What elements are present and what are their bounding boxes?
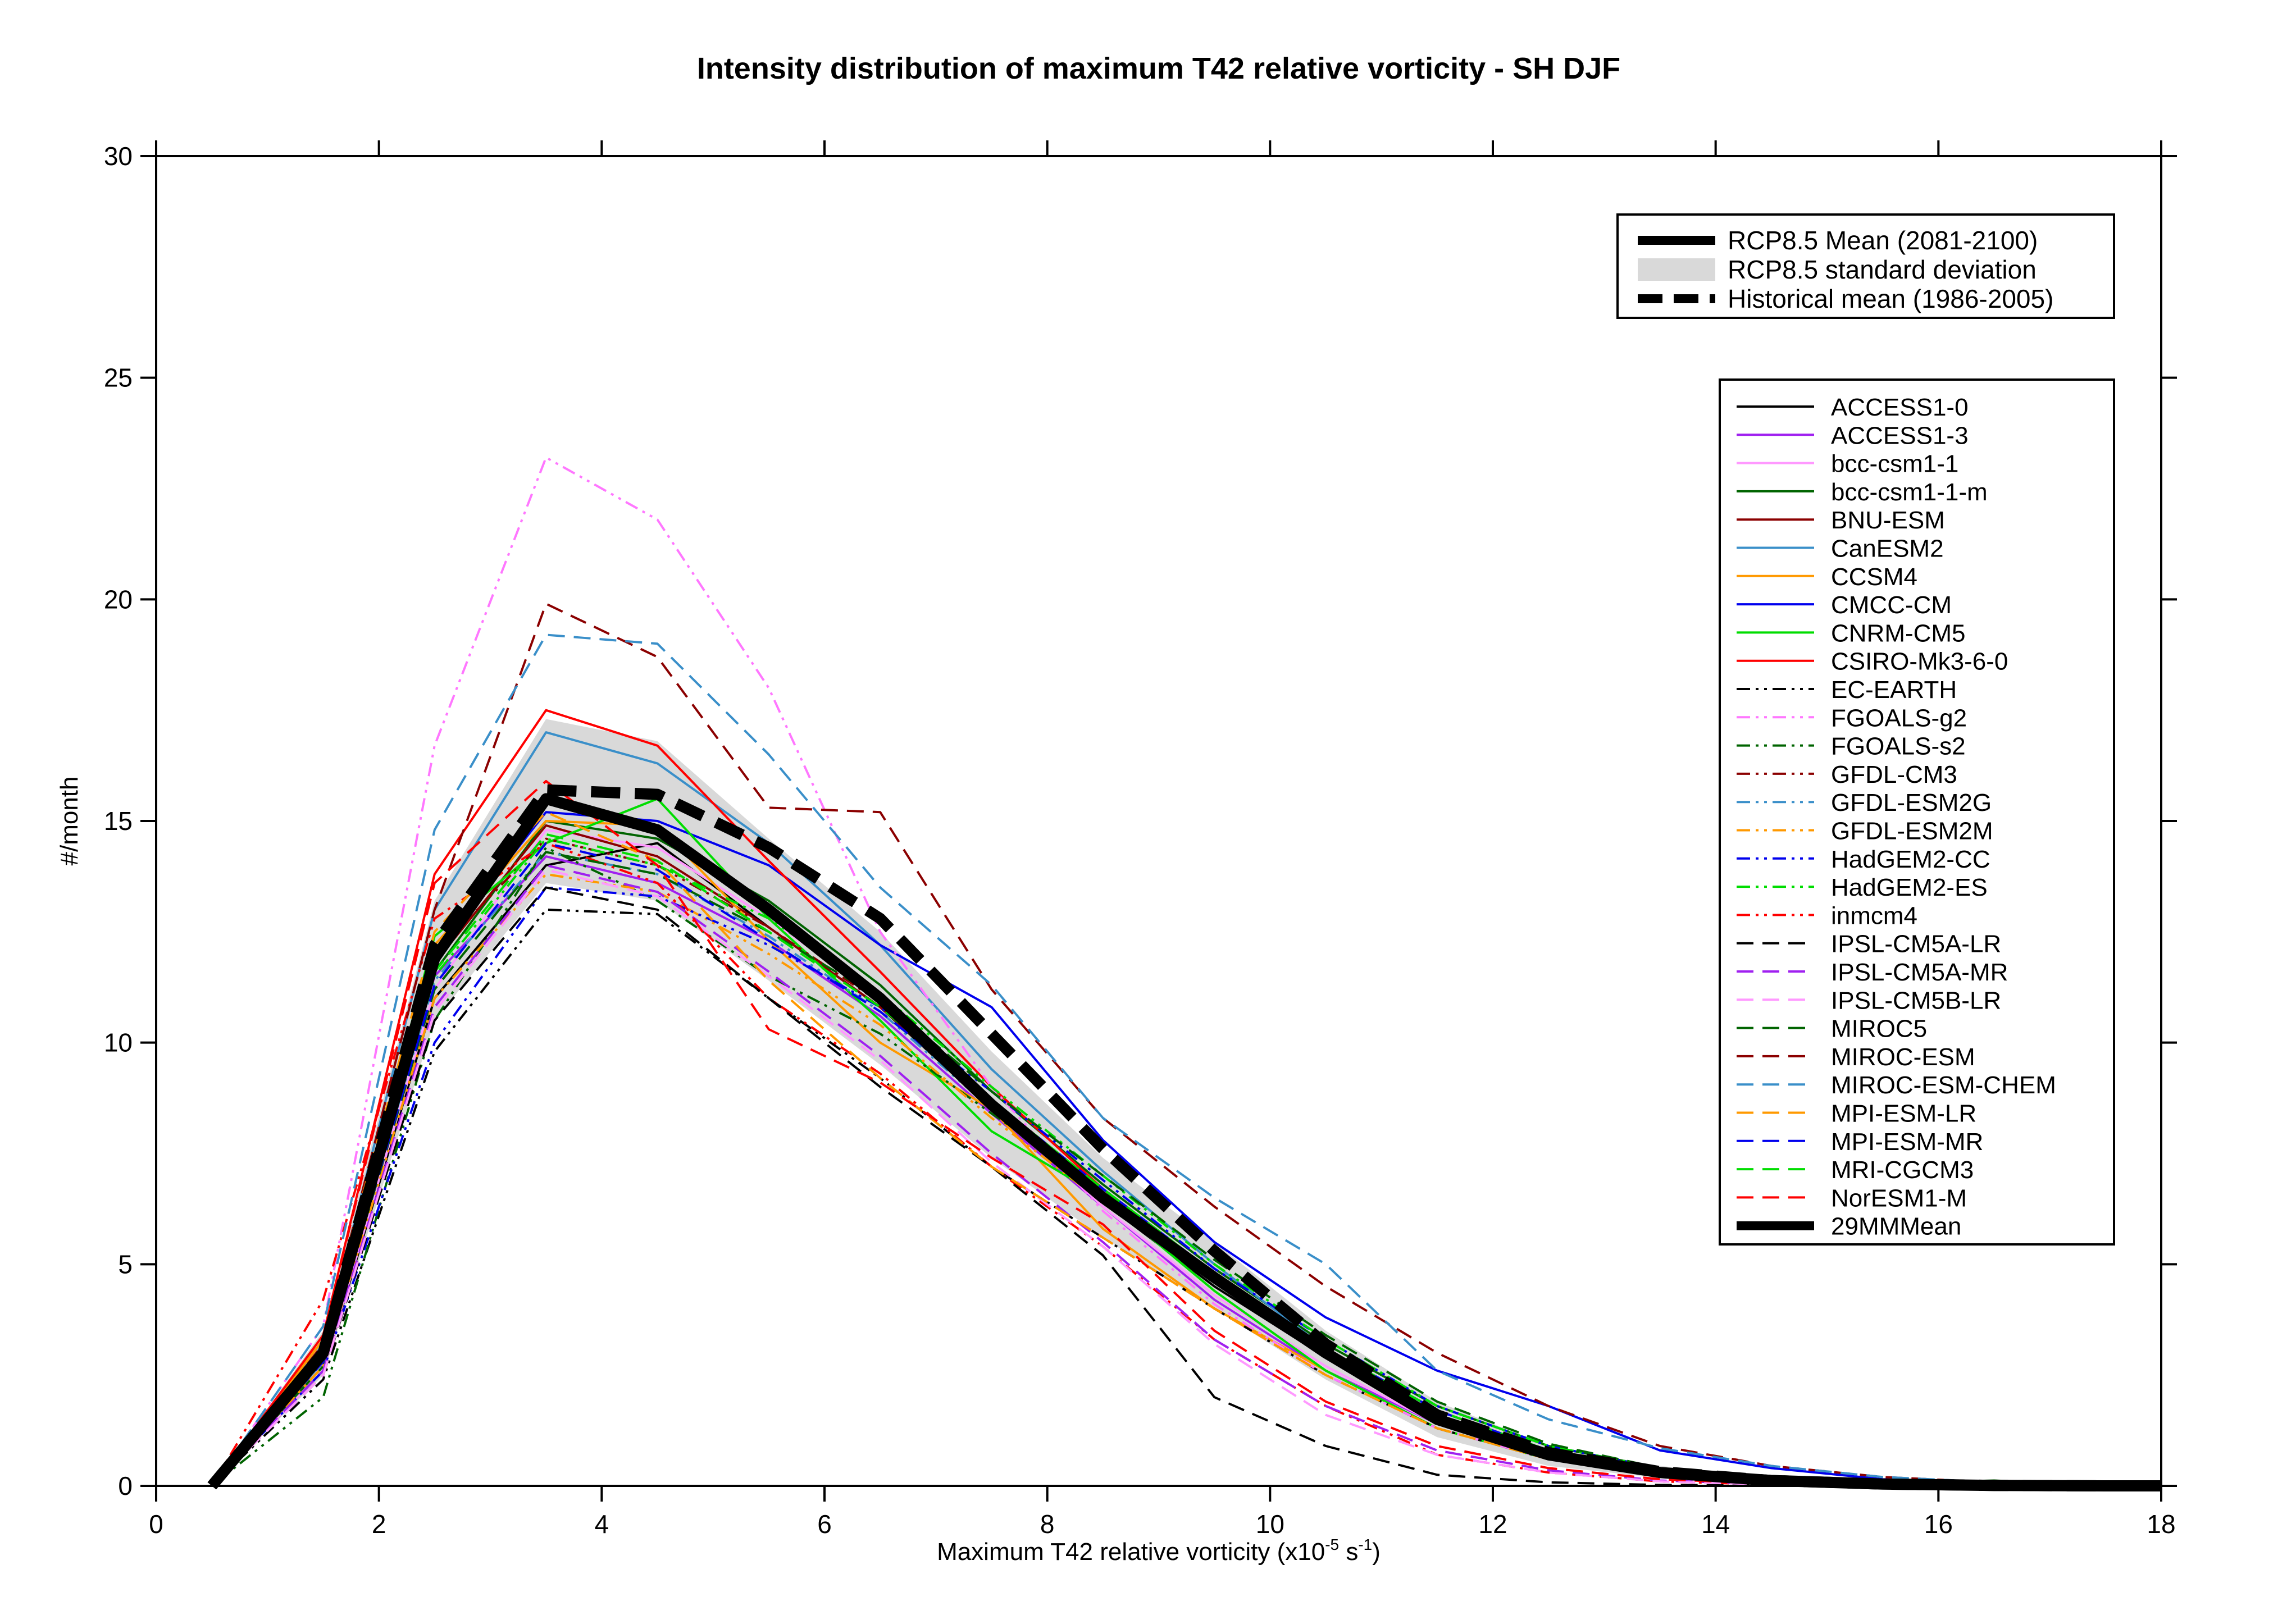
series-line-23 xyxy=(211,603,2162,1487)
x-axis-label-sup1: -5 xyxy=(1325,1536,1339,1553)
legend-label-29: 29MMMean xyxy=(1831,1213,1961,1240)
mean-layer xyxy=(207,784,2161,1491)
legend-label-12: FGOALS-s2 xyxy=(1831,733,1966,760)
series-line-11 xyxy=(211,456,2161,1487)
legend-label-1: ACCESS1-3 xyxy=(1831,422,1969,449)
x-tick-label-9: 18 xyxy=(2147,1509,2175,1539)
legend-label-2: bcc-csm1-1 xyxy=(1831,450,1958,478)
legend-label-17: HadGEM2-ES xyxy=(1831,874,1988,901)
y-axis-label: #/month xyxy=(56,777,83,866)
legend-label-5: CanESM2 xyxy=(1831,535,1944,563)
legend-label-23: MIROC-ESM xyxy=(1831,1043,1975,1071)
y-tick-label-1: 5 xyxy=(118,1249,133,1279)
x-tick-label-1: 2 xyxy=(372,1509,386,1539)
x-axis-label-mid: s xyxy=(1339,1538,1358,1566)
legend-label-11: FGOALS-g2 xyxy=(1831,704,1967,732)
legend-label-25: MPI-ESM-LR xyxy=(1831,1100,1976,1128)
legend-top-label-2: Historical mean (1986-2005) xyxy=(1728,284,2053,313)
legend-label-16: HadGEM2-CC xyxy=(1831,846,1990,873)
chart-title: Intensity distribution of maximum T42 re… xyxy=(697,52,1620,85)
x-axis-label: Maximum T42 relative vorticity (x10-5 s-… xyxy=(937,1536,1381,1566)
x-tick-label-6: 12 xyxy=(1478,1509,1507,1539)
x-tick-label-5: 10 xyxy=(1256,1509,1284,1539)
legend-label-4: BNU-ESM xyxy=(1831,507,1945,534)
x-tick-label-2: 4 xyxy=(595,1509,609,1539)
legend-label-21: IPSL-CM5B-LR xyxy=(1831,987,2001,1014)
legend-label-14: GFDL-ESM2G xyxy=(1831,789,1992,816)
legend-label-3: bcc-csm1-1-m xyxy=(1831,478,1988,506)
legend-label-27: MRI-CGCM3 xyxy=(1831,1156,1974,1184)
legend-label-7: CMCC-CM xyxy=(1831,591,1952,619)
legend-label-18: inmcm4 xyxy=(1831,902,1917,929)
legend-label-9: CSIRO-Mk3-6-0 xyxy=(1831,648,2008,676)
legend-label-6: CCSM4 xyxy=(1831,563,1917,591)
axis-layer: 0 2 4 6 8 10 12 14 16 18 0 5 10 15 20 25 30 xyxy=(104,140,2177,1539)
legend-label-28: NorESM1-M xyxy=(1831,1184,1967,1212)
x-axis-label-prefix: Maximum T42 relative vorticity (x10 xyxy=(937,1538,1325,1566)
legend-label-24: MIROC-ESM-CHEM xyxy=(1831,1071,2056,1099)
legend-label-8: CNRM-CM5 xyxy=(1831,619,1966,647)
legend-top-label-1: RCP8.5 standard deviation xyxy=(1728,255,2037,284)
legend-models-box xyxy=(1719,378,2115,1246)
y-tick-label-2: 10 xyxy=(104,1028,133,1057)
legend-label-13: GFDL-CM3 xyxy=(1831,761,1957,788)
y-tick-label-3: 15 xyxy=(104,806,133,836)
legend-label-19: IPSL-CM5A-LR xyxy=(1831,930,2001,958)
x-axis-label-suffix: ) xyxy=(1372,1538,1381,1566)
legend-top-label-0: RCP8.5 Mean (2081-2100) xyxy=(1728,226,2038,255)
series-line-19 xyxy=(211,886,2161,1487)
legend-top-swatch-1 xyxy=(1638,258,1715,281)
legend-label-20: IPSL-CM5A-MR xyxy=(1831,959,2008,986)
y-tick-label-4: 20 xyxy=(104,585,133,614)
historical-mean-line xyxy=(207,784,2161,1491)
y-tick-label-6: 30 xyxy=(104,142,133,171)
x-tick-label-0: 0 xyxy=(149,1509,163,1539)
legend-label-0: ACCESS1-0 xyxy=(1831,394,1969,421)
legend-models: ACCESS1-0ACCESS1-3bcc-csm1-1bcc-csm1-1-m… xyxy=(1719,378,2115,1246)
x-tick-label-3: 6 xyxy=(817,1509,832,1539)
legend-label-15: GFDL-ESM2M xyxy=(1831,818,1993,845)
legend-label-26: MPI-ESM-MR xyxy=(1831,1128,1983,1156)
y-tick-label-5: 25 xyxy=(104,363,133,393)
x-tick-label-8: 16 xyxy=(1924,1509,1953,1539)
y-tick-label-0: 0 xyxy=(118,1471,133,1500)
rcp-mean-line xyxy=(207,793,2161,1491)
std-band xyxy=(212,719,2162,1486)
x-axis-label-sup2: -1 xyxy=(1358,1536,1372,1553)
series-line-22 xyxy=(211,851,2161,1487)
x-tick-label-4: 8 xyxy=(1040,1509,1055,1539)
series-line-24 xyxy=(211,633,2162,1487)
x-tick-label-7: 14 xyxy=(1701,1509,1730,1539)
legend-label-10: EC-EARTH xyxy=(1831,676,1957,704)
legend-label-22: MIROC5 xyxy=(1831,1015,1927,1043)
legend-top: RCP8.5 Mean (2081-2100)RCP8.5 standard d… xyxy=(1616,213,2115,319)
std-band-layer xyxy=(212,719,2162,1486)
